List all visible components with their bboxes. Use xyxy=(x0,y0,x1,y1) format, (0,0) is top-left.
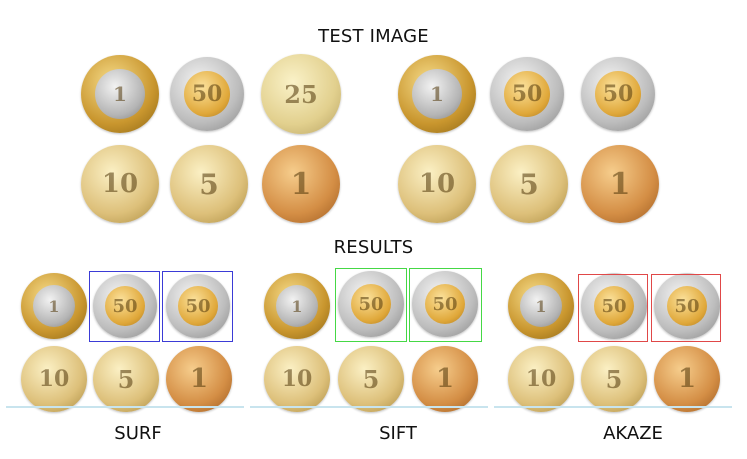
coin-1-kurus: 1 xyxy=(262,145,340,223)
coin-1-lira: 1 xyxy=(81,55,159,133)
coin-10-kurus: 10 xyxy=(21,346,87,412)
coin-1-lira: 1 xyxy=(398,55,476,133)
surf-match-box xyxy=(162,271,233,342)
results-title: RESULTS xyxy=(333,237,414,258)
surf-match-box xyxy=(89,271,160,342)
coin-50-kurus: 50 xyxy=(338,271,404,337)
coin-1-kurus: 1 xyxy=(412,346,478,412)
coin-5-kurus: 5 xyxy=(581,346,647,412)
coin-5-kurus: 5 xyxy=(93,346,159,412)
method-label-sift: SIFT xyxy=(379,423,417,444)
coin-50-kurus: 50 xyxy=(166,274,230,338)
coin-1-lira: 1 xyxy=(264,273,330,339)
coin-5-kurus: 5 xyxy=(490,145,568,223)
coin-50-kurus: 50 xyxy=(170,57,244,131)
panel-divider xyxy=(250,406,488,408)
coin-50-kurus: 50 xyxy=(581,273,647,339)
coin-5-kurus: 5 xyxy=(170,145,248,223)
coin-10-kurus: 10 xyxy=(398,145,476,223)
coin-10-kurus: 10 xyxy=(264,346,330,412)
sift-match-box xyxy=(335,268,407,342)
sift-match-box xyxy=(409,268,482,342)
coin-1-lira: 1 xyxy=(508,273,574,339)
akaze-match-box xyxy=(651,274,721,342)
coin-50-kurus: 50 xyxy=(654,273,720,339)
coin-1-lira: 1 xyxy=(21,273,87,339)
coin-1-kurus: 1 xyxy=(654,346,720,412)
coin-25-kurus: 25 xyxy=(261,54,341,134)
coin-1-kurus: 1 xyxy=(166,346,232,412)
panel-divider xyxy=(494,406,732,408)
akaze-match-box xyxy=(578,274,648,342)
panel-divider xyxy=(6,406,244,408)
coin-50-kurus: 50 xyxy=(581,57,655,131)
coin-50-kurus: 50 xyxy=(490,57,564,131)
coin-50-kurus: 50 xyxy=(412,271,478,337)
coin-1-kurus: 1 xyxy=(581,145,659,223)
coin-10-kurus: 10 xyxy=(508,346,574,412)
test-image-title: TEST IMAGE xyxy=(318,26,429,47)
method-label-akaze: AKAZE xyxy=(603,423,663,444)
coin-50-kurus: 50 xyxy=(93,274,157,338)
coin-10-kurus: 10 xyxy=(81,145,159,223)
method-label-surf: SURF xyxy=(114,423,162,444)
coin-5-kurus: 5 xyxy=(338,346,404,412)
